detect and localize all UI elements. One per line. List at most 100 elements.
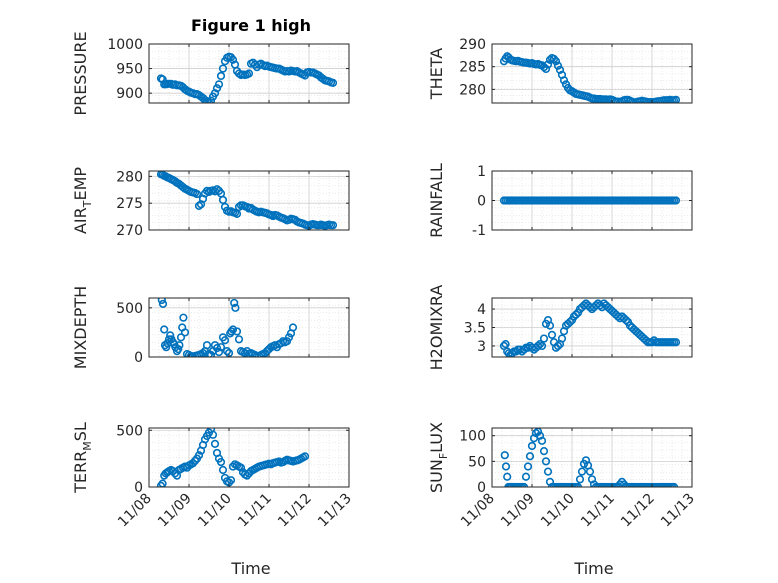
y-tick-label: 0 — [477, 480, 486, 496]
data-point — [228, 55, 238, 64]
data-point — [284, 333, 294, 342]
data-point — [192, 189, 202, 199]
x-tick-label: 11/08 — [115, 491, 155, 531]
data-point — [179, 313, 188, 322]
data-point — [523, 462, 533, 471]
subplot-theta: 280 285 290 THETA — [427, 37, 693, 104]
y-tick-label: -1 — [472, 223, 486, 239]
x-tick-label: 11/08 — [458, 491, 498, 531]
y-tick-label: 290 — [459, 37, 486, 53]
data-series — [499, 52, 681, 103]
y-tick-label: 275 — [116, 196, 143, 212]
data-point — [216, 343, 226, 352]
data-point — [541, 64, 551, 74]
data-point — [222, 347, 232, 356]
data-point — [501, 339, 510, 349]
data-point — [212, 344, 222, 353]
data-point — [160, 325, 169, 334]
x-tick-label: 11/09 — [155, 491, 195, 531]
x-tick-label: 11/12 — [275, 491, 315, 531]
data-point — [210, 89, 220, 98]
x-tick-label: 11/11 — [235, 491, 275, 531]
data-point — [210, 439, 220, 448]
data-point — [216, 457, 226, 467]
data-point — [214, 347, 224, 357]
data-point — [585, 467, 595, 476]
data-series — [157, 298, 298, 357]
data-point — [216, 71, 226, 81]
data-point — [206, 96, 216, 103]
data-point — [232, 327, 242, 336]
y-tick-label: 270 — [116, 223, 143, 239]
x-tick-label: 11/10 — [538, 491, 578, 531]
y-tick-label: 100 — [459, 429, 486, 445]
data-point — [500, 451, 509, 460]
data-point — [669, 482, 679, 487]
data-point — [174, 345, 183, 354]
data-point — [176, 333, 186, 342]
data-point — [236, 463, 246, 472]
data-point — [328, 78, 338, 87]
data-point — [519, 345, 529, 354]
data-point — [671, 338, 681, 347]
subplot-h2omixra: 3 3.5 4 H2OMIXRA — [427, 285, 693, 370]
subplot-mixdepth: 0 500 MIXDEPTH — [71, 286, 350, 369]
data-point — [218, 64, 228, 73]
data-point — [227, 327, 236, 336]
data-point — [577, 467, 587, 476]
data-point — [613, 482, 623, 487]
y-axis-label: RAINFALL — [427, 163, 446, 238]
y-tick-label: 4 — [477, 302, 486, 318]
data-point — [543, 60, 553, 69]
y-tick-label: 500 — [116, 423, 143, 439]
y-tick-label: 285 — [459, 60, 486, 76]
y-axis-label: SUNFLUX — [427, 422, 450, 493]
data-point — [537, 341, 547, 351]
x-tick-label: 11/09 — [498, 491, 538, 531]
y-tick-label: 280 — [459, 82, 486, 98]
data-point — [527, 441, 537, 451]
data-point — [234, 335, 244, 344]
data-point — [551, 57, 561, 66]
y-tick-label: 280 — [116, 169, 143, 185]
data-point — [180, 328, 190, 337]
data-point — [166, 331, 175, 340]
y-tick-label: 0 — [477, 194, 486, 210]
data-point — [537, 436, 547, 445]
y-tick-label: 1000 — [107, 37, 143, 53]
data-point — [212, 185, 222, 194]
data-point — [541, 457, 551, 466]
data-series — [499, 196, 681, 205]
y-tick-label: 50 — [468, 454, 486, 470]
data-point — [202, 341, 212, 350]
data-point — [300, 452, 310, 461]
subplot-pressure: 900 950 1000 PRESSURE — [71, 31, 350, 116]
y-tick-label: 0 — [134, 480, 143, 496]
figure-title: Figure 1 high — [191, 16, 311, 35]
data-point — [575, 475, 585, 484]
data-point — [158, 299, 168, 309]
data-point — [565, 317, 575, 327]
data-point — [208, 430, 218, 439]
data-point — [671, 95, 681, 103]
data-point — [328, 221, 338, 230]
data-point — [553, 341, 563, 351]
y-axis-label: THETA — [427, 48, 446, 100]
data-series — [500, 428, 679, 487]
data-point — [175, 341, 184, 350]
data-point — [232, 209, 242, 219]
data-point — [671, 196, 681, 205]
data-point — [501, 462, 511, 471]
axes-frame — [491, 427, 693, 488]
data-point — [226, 476, 236, 485]
data-point — [525, 452, 535, 461]
data-point — [573, 482, 583, 487]
data-point — [539, 446, 549, 456]
data-point — [214, 80, 224, 89]
axes-frame — [491, 43, 693, 104]
data-point — [220, 336, 230, 345]
data-point — [218, 195, 228, 205]
subplot-sun-flux: 0 50 100 11/08 11/09 11/10 11/11 11/12 11/13 SUNF… — [427, 422, 698, 530]
y-axis-label: PRESSURE — [71, 31, 90, 115]
